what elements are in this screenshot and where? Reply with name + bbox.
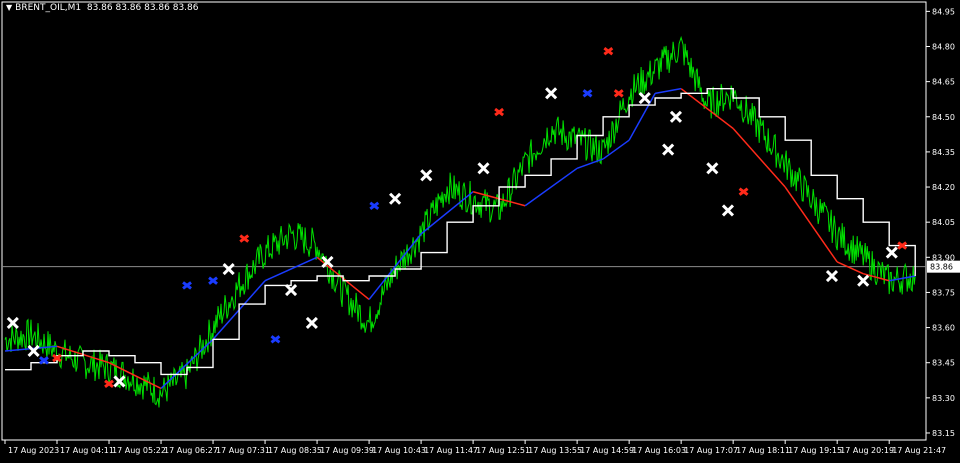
labels-layer: 84.95 84.80 84.65 84.50 84.35 84.20 84.05 83.90… xyxy=(8,7,960,455)
price-series-line xyxy=(4,35,916,408)
signal-bar-marker xyxy=(603,46,614,56)
x-tick-label: 17 Aug 13:55 xyxy=(528,446,582,455)
y-tick-label: 83.75 xyxy=(932,288,955,297)
y-tick-label: 84.95 xyxy=(932,7,955,16)
moving-average-segment xyxy=(524,167,578,207)
x-tick-label: 17 Aug 17:07 xyxy=(684,446,738,455)
signal-bar-marker xyxy=(239,234,250,243)
current-price-box xyxy=(927,260,960,273)
moving-average-segment xyxy=(108,362,162,390)
signal-bar-marker xyxy=(208,276,218,285)
signal-x-marker xyxy=(27,344,40,358)
signal-x-marker xyxy=(285,284,298,297)
signal-x-marker xyxy=(6,316,19,329)
moving-average-segment xyxy=(836,261,864,275)
x-tick-label: 17 Aug 19:15 xyxy=(788,446,842,455)
x-tick-label: 17 Aug 14:59 xyxy=(580,446,634,455)
moving-average-segment xyxy=(628,92,656,141)
series-layer xyxy=(2,35,926,408)
y-tick-label: 84.05 xyxy=(932,218,955,227)
signal-bar-marker xyxy=(182,281,192,290)
signal-x-marker xyxy=(662,143,675,156)
signal-x-marker xyxy=(885,246,898,259)
y-tick-label: 83.60 xyxy=(932,324,955,333)
signal-bar-marker xyxy=(104,379,114,388)
signal-bar-marker xyxy=(494,107,505,117)
x-tick-label: 17 Aug 04:11 xyxy=(60,446,114,455)
y-tick-label: 83.90 xyxy=(932,253,955,262)
signal-x-marker xyxy=(477,162,490,175)
signal-x-marker xyxy=(721,204,735,217)
x-tick-label: 17 Aug 08:35 xyxy=(268,446,322,455)
signal-bar-marker xyxy=(582,89,593,98)
x-tick-label: 17 Aug 07:31 xyxy=(216,446,270,455)
x-tick-label: 17 Aug 06:27 xyxy=(164,446,218,455)
y-tick-label: 84.35 xyxy=(932,148,955,157)
markers-layer xyxy=(6,46,908,388)
moving-average-segment xyxy=(576,158,604,170)
current-price-label: 83.86 xyxy=(930,263,953,272)
signal-bar-marker xyxy=(52,353,62,363)
signal-bar-marker xyxy=(738,187,749,196)
moving-average-segment xyxy=(160,338,214,390)
signal-bar-marker xyxy=(613,89,624,98)
signal-x-marker xyxy=(706,162,719,175)
x-tick-label: 17 Aug 11:47 xyxy=(424,446,478,455)
plot-frame xyxy=(1,1,927,441)
moving-average-segment xyxy=(784,186,838,263)
y-tick-label: 84.65 xyxy=(932,78,955,87)
moving-average-segment xyxy=(732,127,786,188)
signal-x-marker xyxy=(545,87,558,100)
axes-layer xyxy=(1,1,930,444)
y-tick-label: 84.20 xyxy=(932,183,955,192)
signal-x-marker xyxy=(638,91,651,105)
signal-bar-marker xyxy=(369,201,380,210)
moving-average-segment xyxy=(602,139,630,160)
moving-average-segment xyxy=(889,275,916,282)
signal-x-marker xyxy=(669,110,683,123)
signal-bar-marker xyxy=(897,241,908,250)
symbol-label[interactable]: ▼ BRENT_OIL,M1 83.86 83.86 83.86 83.86 xyxy=(6,3,199,13)
y-tick-label: 84.80 xyxy=(932,43,955,52)
y-tick-label: 84.50 xyxy=(932,113,955,122)
signal-x-marker xyxy=(420,169,433,182)
moving-average-segment xyxy=(420,191,474,235)
ohlc-values: 83.86 83.86 83.86 83.86 xyxy=(86,3,199,13)
signal-x-marker xyxy=(113,375,126,388)
signal-x-marker xyxy=(222,262,235,276)
y-tick-label: 83.45 xyxy=(932,359,955,368)
signal-bar-marker xyxy=(39,356,49,365)
x-tick-label: 17 Aug 12:51 xyxy=(476,446,530,455)
chevron-down-icon[interactable]: ▼ xyxy=(6,3,13,12)
moving-average-segment xyxy=(680,88,734,130)
x-tick-label: 17 Aug 10:43 xyxy=(372,446,426,455)
step-line xyxy=(5,88,916,376)
x-tick-label: 17 Aug 21:47 xyxy=(892,446,946,455)
moving-average-segment xyxy=(368,233,422,300)
x-tick-label: 17 Aug 05:22 xyxy=(112,446,166,455)
moving-average-segment xyxy=(264,256,318,282)
symbol-name: BRENT_OIL,M1 xyxy=(15,3,82,13)
x-tick-label: 17 Aug 16:03 xyxy=(632,446,686,455)
signal-x-marker xyxy=(389,192,402,205)
x-tick-label: 17 Aug 18:11 xyxy=(736,446,790,455)
x-tick-label: 17 Aug 09:39 xyxy=(320,446,374,455)
signal-x-marker xyxy=(857,274,870,287)
signal-x-marker xyxy=(825,269,839,283)
signal-bar-marker xyxy=(270,335,281,344)
x-tick-label: 17 Aug 2023 xyxy=(8,446,59,455)
y-tick-label: 83.15 xyxy=(932,429,955,438)
x-tick-label: 17 Aug 20:19 xyxy=(840,446,894,455)
moving-average-segment xyxy=(655,87,682,95)
signal-x-marker xyxy=(305,316,318,329)
signal-x-marker xyxy=(321,255,334,269)
moving-average-segment xyxy=(862,272,890,282)
y-tick-label: 83.30 xyxy=(932,394,955,403)
